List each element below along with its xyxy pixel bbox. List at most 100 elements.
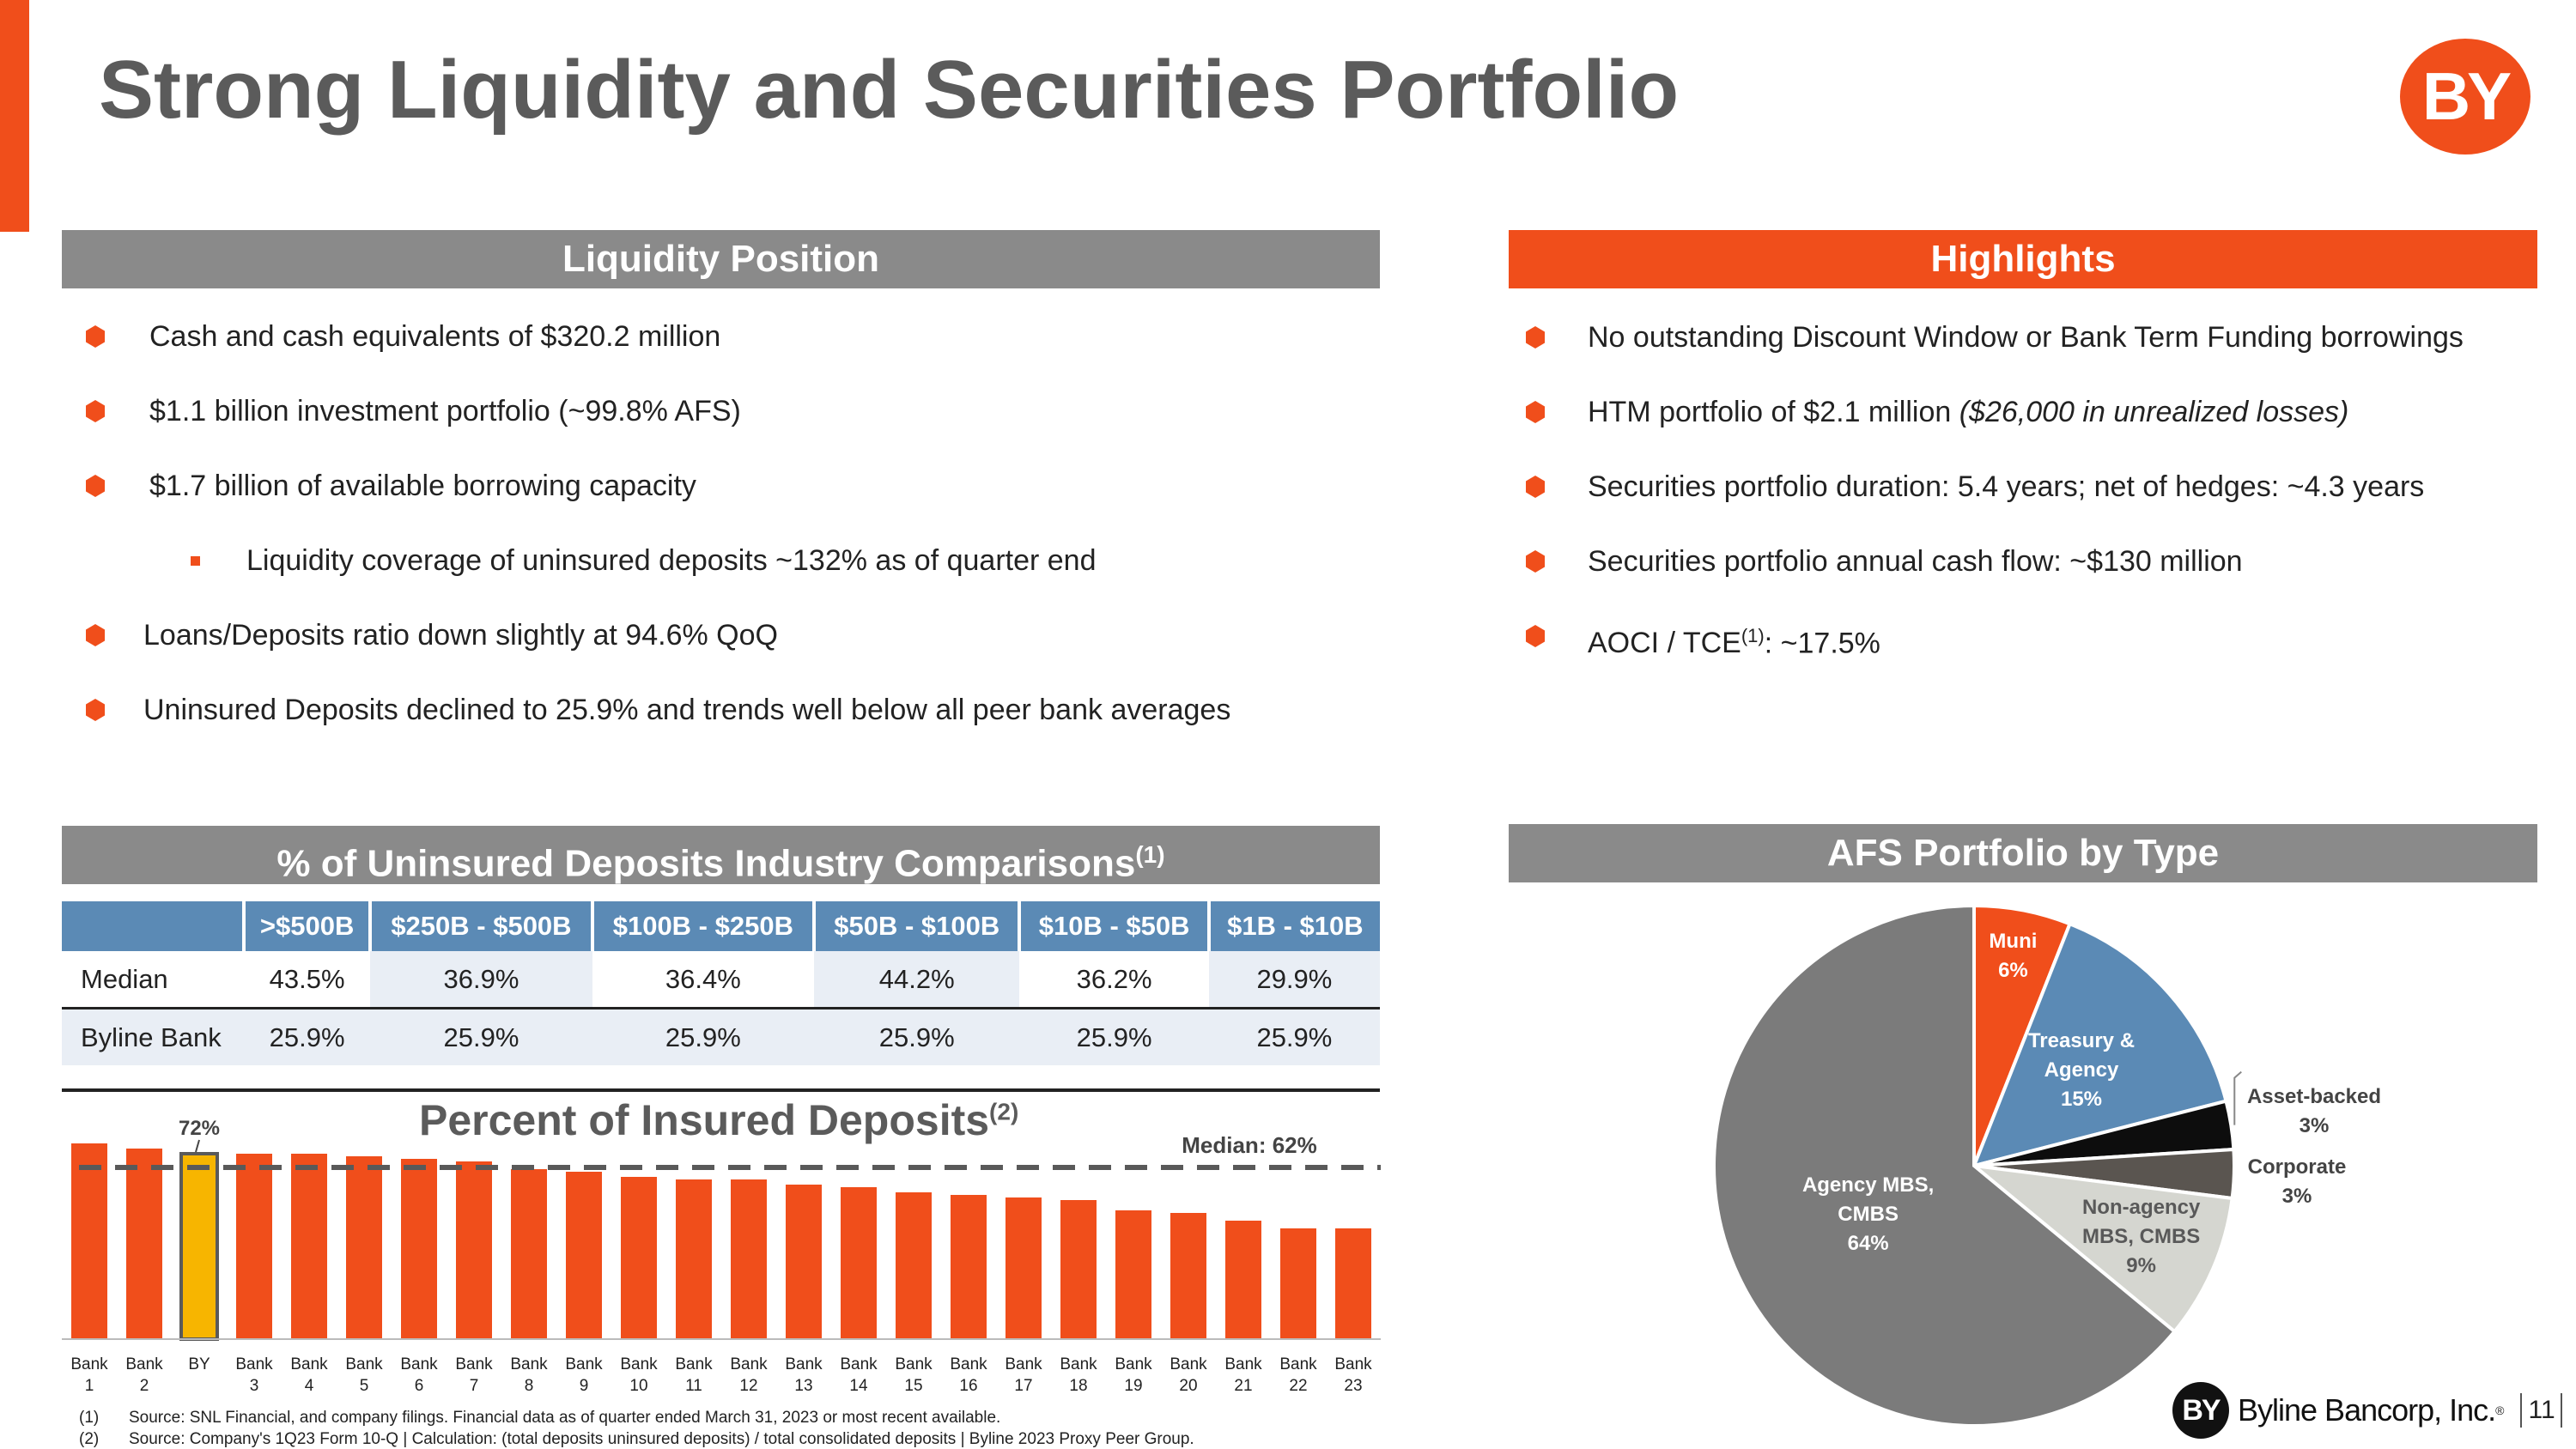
bar [456,1161,492,1339]
pie-label: Agency [2044,1058,2119,1082]
pie-leader-line [2233,1070,2242,1125]
byline-logo-badge: BY [2400,39,2530,155]
x-tick-label: 18 [1069,1377,1087,1395]
pie-label: 6% [1998,959,2028,982]
x-tick-label: Bank [1334,1355,1372,1373]
table-cell: 25.9% [814,1008,1020,1065]
insured-chart-title: Percent of Insured Deposits(2) [419,1096,1019,1144]
x-tick-label: Bank [125,1355,163,1373]
bar [401,1159,437,1339]
x-tick-label: 12 [739,1377,757,1395]
x-tick-label: Bank [345,1355,383,1373]
table-cell: 36.4% [592,951,815,1009]
liquidity-bullet-2: $1.1 billion investment portfolio (~99.8… [86,390,1374,464]
x-tick-label: Bank [950,1355,987,1373]
table-cell: 25.9% [1208,1008,1380,1065]
bar [346,1156,382,1339]
pie-slice [1968,1163,2234,1334]
table-cell: 25.9% [592,1008,815,1065]
column-header: $10B - $50B [1019,901,1211,951]
x-tick-label: 4 [305,1377,314,1395]
x-tick-label: Bank [70,1355,108,1373]
square-bullet-icon [191,556,200,566]
hexagon-bullet-icon [86,400,105,422]
x-tick-label: 1 [85,1377,94,1395]
bar [951,1195,987,1339]
pie-label: 3% [2282,1185,2312,1208]
x-tick-label: 11 [685,1377,702,1395]
x-tick-label: 2 [140,1377,149,1395]
highlight-bullet-1: No outstanding Discount Window or Bank T… [1526,316,2539,391]
median-label: Median: 62% [1182,1132,1317,1158]
bar [841,1187,877,1339]
table-cell: 36.9% [370,951,592,1009]
bar [676,1179,712,1339]
pie-label: 64% [1848,1232,1889,1255]
table-corner-header [62,901,246,951]
x-tick-label: Bank [840,1355,878,1373]
pie-label: 9% [2126,1254,2156,1277]
x-tick-label: 13 [794,1377,812,1395]
x-tick-label: 17 [1014,1377,1032,1395]
x-tick-label: 10 [629,1377,647,1395]
x-tick-label: 15 [904,1377,922,1395]
bar [1115,1210,1151,1339]
x-tick-label: Bank [1005,1355,1042,1373]
x-tick-label: 6 [415,1377,424,1395]
table-cell: 25.9% [244,1008,371,1065]
hexagon-bullet-icon [86,325,105,348]
liquidity-bullet-5: Loans/Deposits ratio down slightly at 94… [86,614,1374,688]
x-tick-label: Bank [455,1355,493,1373]
highlights-bullets: No outstanding Discount Window or Bank T… [1526,316,2539,689]
x-tick-label: Bank [290,1355,328,1373]
company-name: Byline Bancorp, Inc. [2238,1392,2496,1428]
x-tick-label: 3 [250,1377,259,1395]
highlight-bullet-2: HTM portfolio of $2.1 million ($26,000 i… [1526,391,2539,465]
chart-top-rule [62,1088,1380,1092]
x-tick-label: 16 [959,1377,977,1395]
x-tick-label: Bank [1060,1355,1097,1373]
bar-by-highlight [179,1152,219,1341]
bar [291,1154,327,1339]
x-tick-label: Bank [510,1355,548,1373]
row-label: Byline Bank [62,1008,244,1065]
liquidity-sub-bullet: Liquidity coverage of uninsured deposits… [86,539,1374,614]
x-tick-label: Bank [785,1355,823,1373]
hexagon-bullet-icon [1526,625,1545,647]
highlights-header: Highlights [1509,230,2537,288]
highlight-leader-line [195,1139,200,1153]
x-tick-label: Bank [1279,1355,1317,1373]
x-tick-label: 14 [849,1377,868,1395]
table-cell: 44.2% [814,951,1020,1009]
bar [566,1172,602,1339]
insured-deposits-chart: Bank 1 Bank 2 BY 72% Bank 3 Bank 4 Bank 5 Bank 6 Bank 7… [62,1117,1381,1395]
x-tick-label: 7 [470,1377,479,1395]
byline-mark-icon: BY [2172,1382,2229,1439]
page-title: Strong Liquidity and Securities Portfoli… [99,44,1680,136]
table-cell: 25.9% [370,1008,592,1065]
column-header: $50B - $100B [814,901,1022,951]
table-cell: 36.2% [1019,951,1209,1009]
x-tick-label: Bank [1115,1355,1152,1373]
x-tick-label: Bank [730,1355,768,1373]
column-header: $1B - $10B [1208,901,1380,951]
highlight-data-label: 72% [179,1117,220,1140]
column-header: >$500B [244,901,373,951]
hexagon-bullet-icon [1526,476,1545,498]
pie-label: 3% [2300,1114,2330,1137]
bar [1005,1197,1042,1339]
highlight-bullet-5: AOCI / TCE(1): ~17.5% [1526,615,2539,689]
bar [621,1177,657,1339]
hexagon-bullet-icon [1526,401,1545,423]
afs-portfolio-pie: Muni 6% Treasury & Agency 15% Asset-backed 3% C… [1712,903,2381,1428]
pie-label: Asset-backed [2247,1085,2381,1108]
liquidity-header: Liquidity Position [62,230,1380,288]
pie-label: Corporate [2248,1155,2347,1179]
bar [896,1192,932,1339]
hexagon-bullet-icon [86,475,105,497]
pie-slice [1712,903,2178,1428]
bar [1170,1213,1206,1339]
table-cell: 43.5% [244,951,371,1009]
pie-slice [1971,921,2228,1168]
x-tick-label: 22 [1289,1377,1307,1395]
